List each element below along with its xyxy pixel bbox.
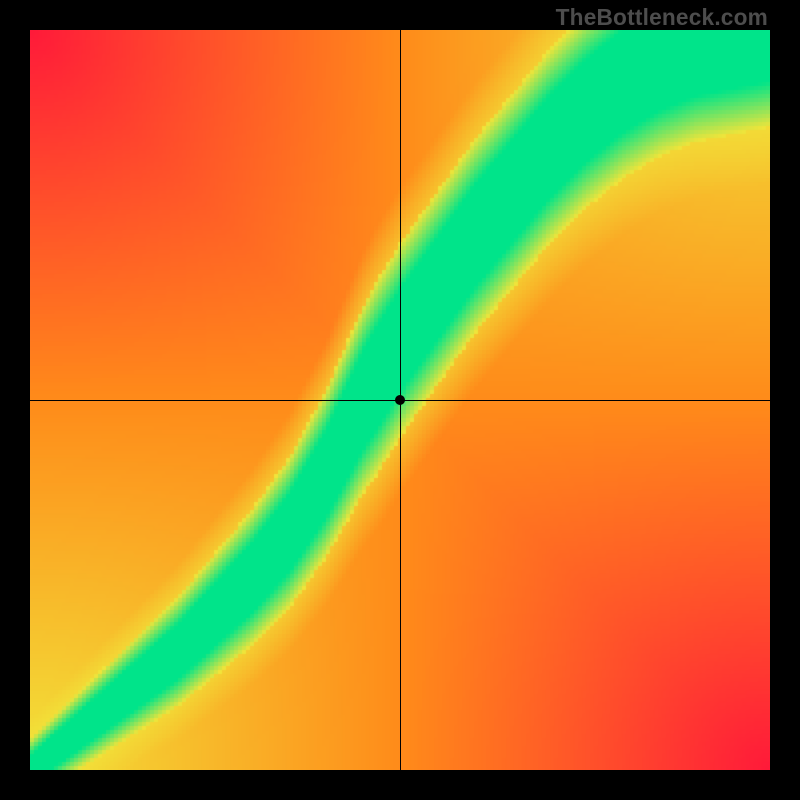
watermark-text: TheBottleneck.com — [556, 4, 768, 31]
marker-point — [395, 395, 405, 405]
